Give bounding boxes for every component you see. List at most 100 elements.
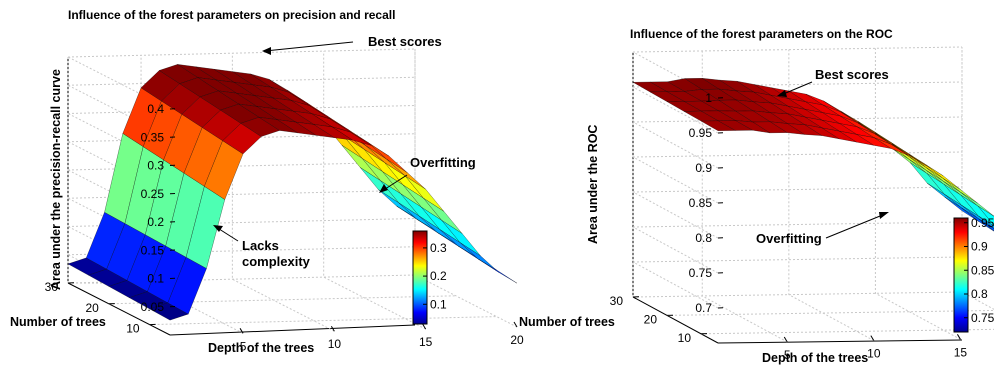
- y-tick-label: 10: [678, 331, 692, 345]
- z-tick-label: 0.7: [695, 301, 712, 315]
- y-tick-labels: 10 20 30: [610, 294, 708, 345]
- z-tick-label: 0.85: [689, 196, 713, 210]
- grid-line: [874, 48, 961, 340]
- grid-line: [632, 256, 963, 263]
- annotation-text: complexity: [242, 254, 311, 269]
- x-tick-labels: 5 10 15 20: [239, 321, 524, 353]
- colorbar-tick-label: 0.1: [430, 297, 447, 311]
- y-tick-label: 10: [126, 322, 140, 336]
- grid-line: [632, 221, 963, 228]
- colorbar: 0.1 0.2 0.3: [412, 230, 447, 325]
- surface: [632, 77, 994, 232]
- colorbar-tick-label: 0.75: [971, 311, 994, 325]
- z-tick-label: 0.15: [141, 243, 165, 257]
- grid-line: [700, 328, 994, 335]
- x-tick-label: 15: [419, 335, 433, 349]
- y-axis-label: Number of trees: [10, 315, 106, 329]
- surface: [67, 64, 518, 321]
- chart-title: Influence of the forest parameters on th…: [630, 27, 893, 41]
- annotation-text: Best scores: [368, 34, 442, 49]
- colorbar: 0.75 0.8 0.85 0.9 0.95: [953, 216, 994, 333]
- z-tick-label: 0.75: [689, 266, 713, 280]
- grid-line: [632, 291, 963, 298]
- annotation-best-scores: Best scores: [262, 34, 442, 55]
- annotation-text: Overfitting: [756, 231, 822, 246]
- z-tick-label: 0.4: [147, 102, 164, 116]
- grid-line: [67, 113, 171, 166]
- x-tick-mark: [783, 336, 788, 343]
- x-tick-label: 10: [867, 347, 881, 361]
- grid-line: [666, 309, 994, 316]
- colorbar-tick-label: 0.3: [430, 241, 447, 255]
- x-tick-label: 20: [510, 333, 524, 347]
- grid-line: [632, 121, 719, 169]
- y-tick-label: 20: [85, 301, 99, 315]
- annotation-overfitting: Overfitting: [756, 212, 889, 246]
- grid-line: [632, 81, 963, 88]
- z-tick-label: 0.8: [695, 231, 712, 245]
- grid-line: [632, 261, 719, 309]
- grid-line: [67, 84, 171, 138]
- surface-patch: [478, 258, 518, 284]
- grid-line: [632, 156, 719, 204]
- chart-precision-recall: Influence of the forest parameters on pr…: [10, 8, 524, 355]
- x-tick-mark: [330, 325, 335, 332]
- annotation-text: Lacks: [242, 238, 279, 253]
- x-tick-mark: [422, 323, 427, 330]
- grid-line: [632, 186, 963, 193]
- grid-line: [414, 49, 518, 328]
- chart-roc: Influence of the forest parameters on th…: [519, 27, 994, 365]
- grid-line: [632, 46, 963, 53]
- z-tick-label: 0.35: [141, 130, 165, 144]
- z-tick-label: 0.9: [695, 161, 712, 175]
- x-tick-label: 5: [240, 339, 247, 353]
- z-axis-label: Area under the ROC: [586, 125, 600, 244]
- grid-line: [632, 86, 719, 134]
- chart-title: Influence of the forest parameters on pr…: [68, 8, 395, 22]
- x-tick-label: 5: [784, 348, 791, 362]
- annotation-text: Best scores: [815, 67, 889, 82]
- grid-line: [149, 316, 497, 326]
- x-tick-label: 15: [954, 345, 968, 359]
- x-tick-mark: [870, 335, 875, 341]
- grid-line: [67, 48, 416, 58]
- z-tick-label: 0.25: [141, 187, 165, 201]
- colorbar-tick-label: 0.9: [971, 240, 988, 254]
- colorbar-tick-label: 0.2: [430, 269, 447, 283]
- x-tick-mark: [513, 321, 518, 328]
- y-tick-label: 20: [644, 312, 658, 326]
- colorbar-tick-label: 0.95: [971, 216, 994, 230]
- colorbar-tick-label: 0.85: [971, 263, 994, 277]
- x-axis-label: Depth of the trees: [762, 351, 868, 365]
- x-tick-mark: [956, 334, 961, 340]
- z-axis-label: Area under the precision-recall curve: [49, 69, 63, 290]
- z-tick-label: 1: [705, 91, 712, 105]
- y-tick-label: 30: [610, 294, 624, 308]
- surface-patch: [978, 215, 994, 229]
- surface-patch: [978, 218, 994, 232]
- annotation-overfitting: Overfitting: [379, 155, 476, 193]
- z-tick-label: 0.05: [141, 300, 165, 314]
- grid-line: [632, 191, 719, 239]
- y-tick-label: 30: [45, 280, 59, 294]
- annotation-text: Overfitting: [410, 155, 476, 170]
- z-tick-label: 0.1: [147, 272, 164, 286]
- grid-line: [67, 56, 171, 110]
- x-tick-label: 10: [328, 337, 342, 351]
- z-tick-label: 0.95: [689, 126, 713, 140]
- annotation-lacks-complexity: Lacks complexity: [213, 225, 311, 269]
- z-tick-labels: 0.7 0.75 0.8 0.85 0.9 0.95 1: [689, 91, 724, 315]
- z-tick-label: 0.3: [147, 159, 164, 173]
- grid-line: [632, 151, 963, 158]
- z-tick-label: 0.2: [147, 215, 164, 229]
- colorbar-tick-label: 0.8: [971, 287, 988, 301]
- y-tick-labels: 10 20 30: [45, 280, 156, 336]
- x-axis-label: Depth of the trees: [208, 341, 314, 355]
- annotation-best-scores: Best scores: [777, 67, 889, 97]
- y-axis-label: Number of trees: [519, 315, 615, 329]
- z-tick-labels: 0.05 0.1 0.15 0.2 0.25 0.3 0.35 0.4: [141, 102, 176, 314]
- surface-patch: [977, 205, 994, 226]
- grid-line: [632, 226, 719, 274]
